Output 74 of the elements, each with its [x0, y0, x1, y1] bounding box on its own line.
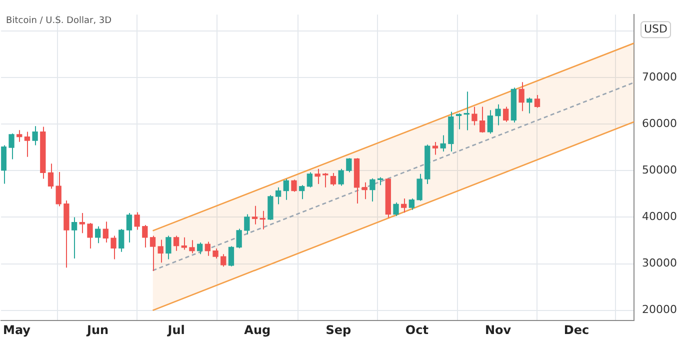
candlestick	[362, 182, 368, 200]
candlestick	[283, 178, 289, 200]
candlestick	[275, 186, 282, 205]
y-tick-label: 40000	[642, 210, 678, 224]
x-tick-label: Dec	[564, 322, 590, 337]
candlestick	[401, 198, 407, 214]
candlestick	[456, 112, 462, 130]
candlestick	[479, 106, 486, 134]
candlestick	[134, 212, 140, 230]
candlestick	[236, 228, 242, 249]
candlestick	[346, 158, 352, 173]
y-tick-label: 70000	[642, 70, 678, 84]
candlestick	[314, 168, 320, 185]
candlestick	[87, 222, 93, 249]
candlestick	[220, 254, 226, 268]
y-tick-label: 50000	[642, 163, 678, 176]
x-tick-label: Jul	[166, 322, 185, 337]
candlestick	[56, 172, 62, 207]
candlestick	[472, 106, 478, 126]
candlestick	[252, 205, 258, 225]
candlestick	[503, 106, 509, 122]
candlestick	[8, 132, 14, 160]
x-tick-label: Sep	[326, 322, 352, 337]
candlestick	[48, 163, 54, 190]
candlestick	[487, 110, 493, 134]
candlestick	[370, 178, 376, 202]
candlestick	[197, 242, 203, 255]
candlestick	[306, 172, 313, 188]
x-tick-label: May	[2, 322, 31, 337]
candlestick	[79, 212, 85, 234]
y-tick-label: 20000	[642, 303, 678, 316]
x-tick-label: Nov	[484, 322, 512, 337]
candlestick	[534, 94, 540, 108]
x-tick-label: Oct	[405, 322, 429, 337]
candlestick	[142, 224, 148, 248]
candlestick	[173, 235, 180, 252]
candlestick	[228, 246, 234, 267]
candlestick	[166, 235, 172, 260]
candlestick	[416, 173, 422, 202]
candlestick	[330, 172, 336, 186]
candlestick	[291, 179, 297, 192]
candlestick	[126, 212, 132, 243]
candlestick	[110, 235, 116, 260]
candlestick	[102, 221, 109, 243]
candlestick	[393, 202, 399, 216]
candlestick	[189, 240, 195, 254]
candlestick	[94, 226, 101, 244]
candlestick	[408, 198, 415, 210]
candlestick	[118, 228, 124, 252]
candlestick	[299, 184, 305, 200]
candlestick	[244, 214, 250, 235]
candlestick	[150, 235, 156, 272]
candlestick	[526, 97, 532, 114]
candlestick	[16, 130, 22, 142]
candlestick	[495, 104, 501, 126]
y-tick-label: 30000	[642, 256, 678, 270]
x-tick-label: Aug	[244, 322, 271, 337]
candlestick	[338, 168, 344, 186]
candlestick	[440, 134, 446, 152]
y-tick-label: 60000	[642, 116, 678, 130]
candlestick	[268, 194, 274, 220]
chart-title: Bitcoin / U.S. Dollar, 3D	[6, 16, 112, 26]
candlestick	[212, 248, 218, 260]
candlestick	[432, 142, 438, 156]
candlestick	[158, 239, 164, 264]
x-tick-label: Jun	[86, 322, 109, 337]
candlestick	[322, 172, 328, 188]
candlestick	[71, 216, 78, 260]
candlestick	[518, 82, 524, 112]
candlestick	[24, 131, 30, 158]
candlestick	[204, 241, 211, 256]
candlestick	[32, 126, 38, 146]
y-axis-title: USD	[644, 22, 668, 36]
candlestick	[181, 236, 187, 250]
